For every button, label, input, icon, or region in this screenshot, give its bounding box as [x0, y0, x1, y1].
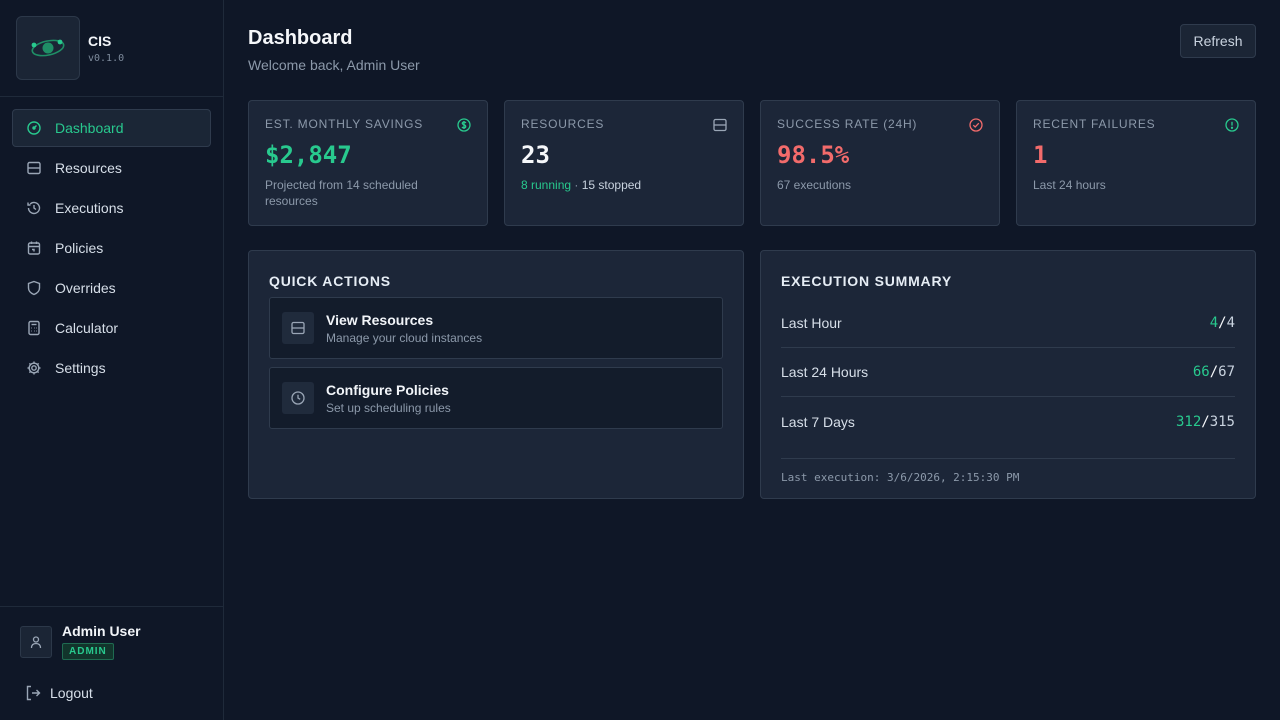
clock-icon	[282, 382, 314, 414]
panel-title: QUICK ACTIONS	[269, 273, 391, 289]
stat-sub: 67 executions	[777, 178, 852, 192]
server-icon	[713, 118, 727, 132]
slash: /	[1201, 413, 1210, 430]
summary-label: Last Hour	[781, 315, 842, 331]
sidebar-item-settings[interactable]: Settings	[12, 349, 211, 387]
brand-name: CIS	[88, 32, 112, 49]
slash: /	[1218, 315, 1227, 331]
sidebar-item-executions[interactable]: Executions	[12, 189, 211, 227]
stat-sub: 8 running · 15 stopped	[521, 177, 727, 193]
server-icon	[282, 312, 314, 344]
action-title: Configure Policies	[326, 381, 449, 398]
last-execution: Last execution: 3/6/2026, 2:15:30 PM	[781, 458, 1235, 484]
summary-row-last-7-days: Last 7 Days 312/315	[781, 397, 1235, 446]
panel-title: EXECUTION SUMMARY	[781, 273, 952, 289]
summary-label: Last 7 Days	[781, 413, 855, 430]
alert-circle-icon	[1225, 118, 1239, 132]
sidebar-item-label: Settings	[55, 360, 106, 376]
stat-label: RECENT FAILURES	[1033, 117, 1156, 131]
gauge-icon	[26, 120, 42, 136]
dollar-icon	[457, 118, 471, 132]
stopped-count: 15 stopped	[581, 178, 642, 192]
view-resources-action[interactable]: View Resources Manage your cloud instanc…	[269, 297, 723, 359]
logout-label: Logout	[50, 685, 93, 701]
configure-policies-action[interactable]: Configure Policies Set up scheduling rul…	[269, 367, 723, 429]
logout-button[interactable]: Logout	[24, 684, 203, 702]
logo-orbit-icon	[31, 39, 65, 57]
sidebar-item-label: Policies	[55, 240, 104, 256]
slash: /	[1209, 364, 1219, 380]
sidebar-item-dashboard[interactable]: Dashboard	[12, 109, 211, 147]
logout-icon	[24, 684, 42, 702]
page-subtitle: Welcome back, Admin User	[248, 57, 420, 73]
stat-card-success-rate: SUCCESS RATE (24H) 98.5% 67 executions	[760, 100, 1000, 226]
stat-card-resources: RESOURCES 23 8 running · 15 stopped	[504, 100, 744, 226]
avatar[interactable]	[20, 625, 52, 658]
sidebar-item-label: Executions	[55, 200, 124, 216]
stat-label: SUCCESS RATE (24H)	[777, 117, 918, 131]
summary-row-last-24-hours: Last 24 Hours 66/67	[781, 348, 1235, 397]
stat-sub: Projected from 14 scheduled resources	[265, 178, 418, 208]
stat-value: 1	[1033, 141, 1048, 169]
sidebar-item-overrides[interactable]: Overrides	[12, 269, 211, 307]
refresh-button[interactable]: Refresh	[1180, 24, 1256, 58]
success-count: 66	[1192, 364, 1210, 380]
stat-value: 98.5%	[777, 141, 850, 169]
total-count: 4	[1226, 315, 1235, 331]
total-count: 67	[1218, 364, 1235, 380]
summary-value: 312/315	[1176, 414, 1235, 430]
page-title: Dashboard	[248, 27, 353, 49]
role-badge: ADMIN	[62, 643, 114, 660]
total-count: 315	[1209, 413, 1235, 430]
user-name: Admin User	[62, 623, 141, 639]
sidebar-item-policies[interactable]: Policies	[12, 229, 211, 267]
success-count: 312	[1175, 413, 1202, 430]
action-desc: Set up scheduling rules	[326, 400, 451, 415]
running-count: 8 running	[521, 178, 572, 192]
stat-value: $2,847	[265, 141, 352, 169]
calculator-icon	[26, 320, 42, 336]
logo[interactable]	[16, 16, 80, 80]
summary-value: 4/4	[1210, 315, 1235, 331]
brand: CIS v0.1.0	[0, 0, 223, 97]
action-title: View Resources	[326, 311, 434, 328]
quick-actions-panel: QUICK ACTIONS View Resources Manage your…	[248, 250, 744, 499]
sidebar-item-resources[interactable]: Resources	[12, 149, 211, 187]
stat-sub: Last 24 hours	[1033, 178, 1106, 192]
user-icon	[30, 635, 42, 648]
sidebar-item-calculator[interactable]: Calculator	[12, 309, 211, 347]
shield-icon	[26, 280, 42, 296]
sidebar-nav: Dashboard Resources Executions Policies …	[0, 97, 223, 401]
summary-row-last-hour: Last Hour 4/4	[781, 299, 1235, 348]
sidebar-item-label: Calculator	[55, 320, 119, 336]
sidebar-item-label: Dashboard	[55, 120, 124, 136]
summary-label: Last 24 Hours	[781, 364, 869, 380]
brand-version: v0.1.0	[88, 52, 125, 64]
stat-label: RESOURCES	[521, 117, 605, 131]
check-circle-icon	[969, 118, 983, 132]
separator: ·	[571, 178, 582, 192]
history-icon	[26, 200, 42, 216]
calendar-icon	[26, 240, 42, 256]
stats-row: EST. MONTHLY SAVINGS $2,847 Projected fr…	[248, 100, 1256, 226]
sidebar-item-label: Resources	[55, 160, 122, 176]
stat-label: EST. MONTHLY SAVINGS	[265, 117, 424, 131]
execution-summary-panel: EXECUTION SUMMARY Last Hour 4/4 Last 24 …	[760, 250, 1256, 499]
stat-card-savings: EST. MONTHLY SAVINGS $2,847 Projected fr…	[248, 100, 488, 226]
stat-value: 23	[521, 141, 550, 169]
action-desc: Manage your cloud instances	[326, 330, 483, 345]
sidebar-item-label: Overrides	[55, 280, 116, 296]
gear-icon	[26, 360, 42, 376]
sidebar: CIS v0.1.0 Dashboard Resources Execution…	[0, 0, 224, 720]
success-count: 4	[1209, 315, 1219, 331]
user-panel: Admin User ADMIN Logout	[0, 606, 223, 720]
stat-card-failures: RECENT FAILURES 1 Last 24 hours	[1016, 100, 1256, 226]
summary-value: 66/67	[1193, 364, 1235, 380]
server-icon	[26, 160, 42, 176]
